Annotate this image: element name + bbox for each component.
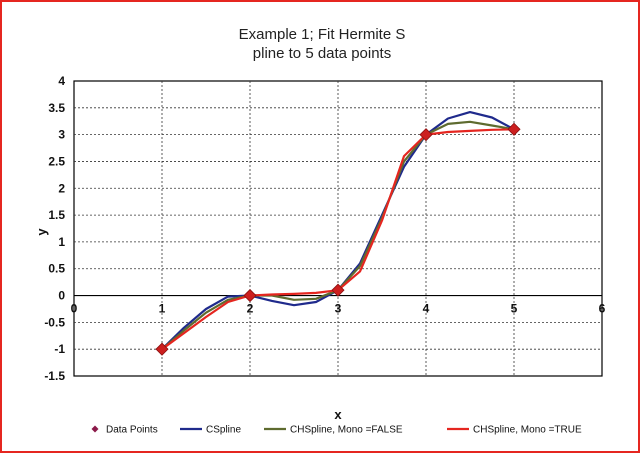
y-tick-label: 1: [58, 235, 65, 249]
x-tick-label: 0: [71, 302, 78, 316]
y-tick-label: -1: [54, 342, 65, 356]
y-tick-label: 4: [58, 74, 65, 88]
y-tick-label: 0.5: [48, 262, 65, 276]
data-point-marker: [507, 122, 521, 136]
chart-title-line-1: Example 1; Fit Hermite S: [239, 26, 406, 43]
legend-label: CHSpline, Mono =TRUE: [473, 425, 582, 436]
data-point-marker: [243, 288, 257, 303]
x-tick-label: 4: [423, 302, 430, 316]
plot-area: -1.5 -1 -0.5 0 0.5 1 1.5 2 2.5 3 3.5 4 0 1 2 3 4 5 6: [44, 74, 605, 383]
x-tick-label: 6: [599, 302, 606, 316]
x-tick-label: 1: [159, 302, 166, 316]
x-axis-label: x: [334, 407, 342, 422]
y-tick-label: 1.5: [48, 208, 65, 222]
legend-label: CHSpline, Mono =FALSE: [290, 425, 403, 436]
data-point-marker: [419, 128, 433, 142]
x-tick-label: 5: [511, 302, 518, 316]
x-tick-label: 2: [247, 302, 254, 316]
chart-title-line-2: pline to 5 data points: [253, 45, 391, 62]
data-point-marker: [155, 342, 169, 356]
legend-label: CSpline: [206, 425, 241, 436]
y-axis-label: y: [34, 228, 49, 236]
x-tick-label: 3: [335, 302, 342, 316]
y-tick-label: -0.5: [44, 315, 65, 329]
data-point-marker: [331, 283, 345, 297]
y-tick-label: -1.5: [44, 369, 65, 383]
y-tick-label: 0: [58, 289, 65, 303]
y-tick-label: 2.5: [48, 154, 65, 168]
y-tick-label: 3.5: [48, 101, 65, 115]
legend: Data Points CSpline CHSpline, Mono =FALSE C…: [91, 425, 582, 436]
y-tick-label: 3: [58, 128, 65, 142]
y-tick-label: 2: [58, 181, 65, 195]
legend-swatch-marker: [91, 425, 99, 433]
legend-label: Data Points: [106, 425, 158, 436]
